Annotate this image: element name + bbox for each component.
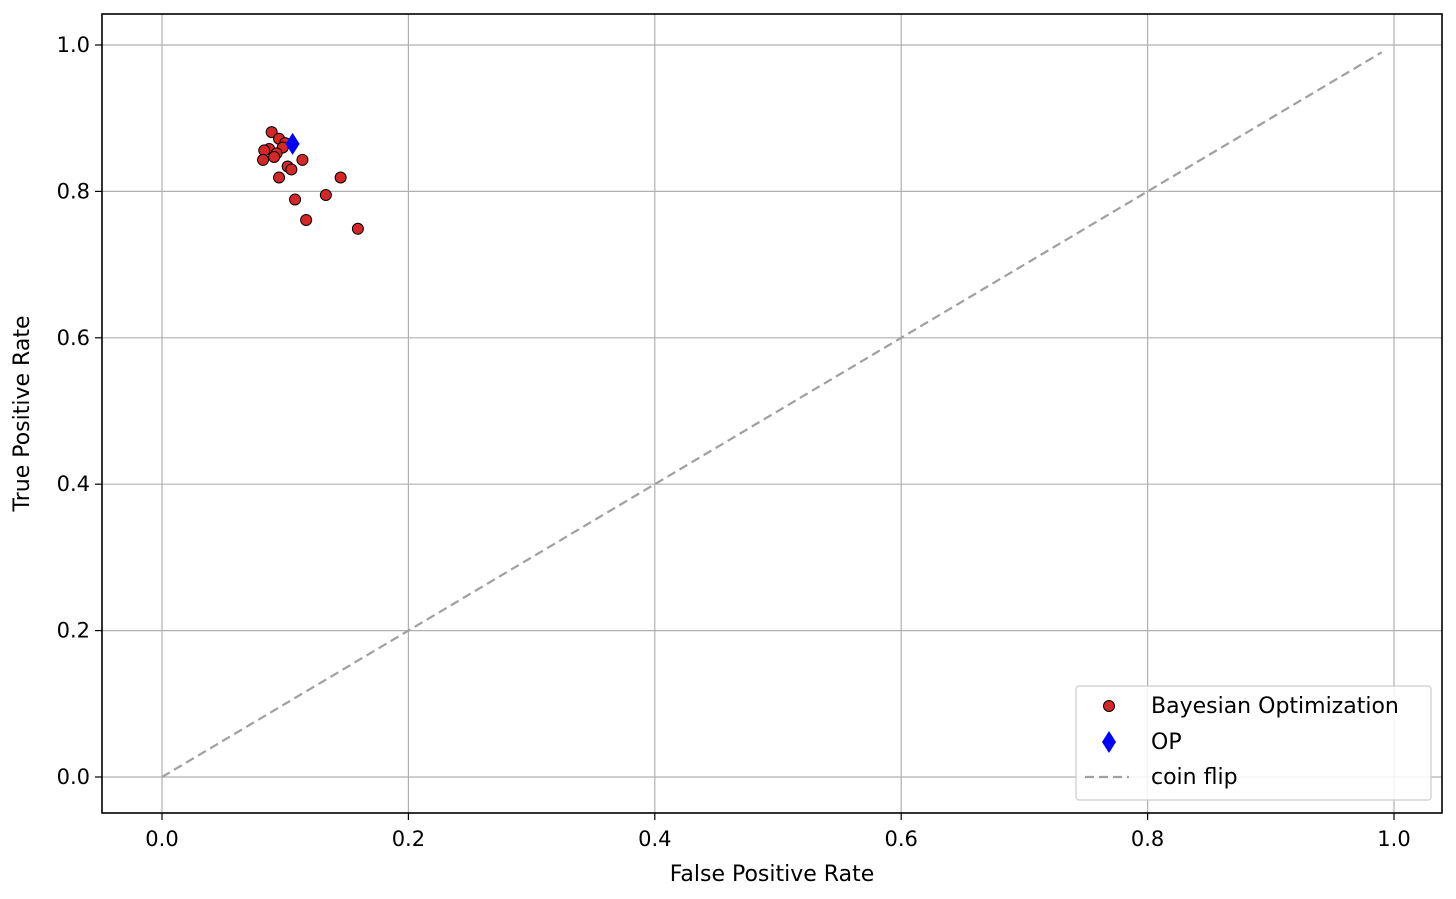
y-tick-label: 0.6 xyxy=(57,326,90,350)
plot-frame xyxy=(101,13,1443,814)
x-axis-label: False Positive Rate xyxy=(670,862,874,887)
bayesian-optimization-point xyxy=(257,153,270,166)
legend: Bayesian Optimization OP coin flip xyxy=(1075,685,1432,801)
y-axis-label: True Positive Rate xyxy=(10,316,35,513)
bayesian-optimization-point xyxy=(300,213,313,226)
y-tick-label: 0.0 xyxy=(57,765,90,789)
legend-marker-op xyxy=(1102,731,1116,753)
legend-label-op: OP xyxy=(1151,730,1182,755)
bayesian-optimization-point xyxy=(296,153,309,166)
legend-box xyxy=(1075,685,1432,801)
bayesian-optimization-point xyxy=(334,171,347,184)
legend-label-bayesian-optimization: Bayesian Optimization xyxy=(1151,694,1399,719)
x-tick-label: 0.4 xyxy=(638,827,671,851)
bayesian-optimization-point xyxy=(285,163,298,176)
x-tick-label: 0.6 xyxy=(884,827,917,851)
y-tick-label: 0.4 xyxy=(57,472,90,496)
x-tick-label: 0.2 xyxy=(392,827,425,851)
bayesian-optimization-point xyxy=(268,150,281,163)
legend-marker-bayesian-optimization xyxy=(1103,700,1115,712)
bayesian-optimization-point xyxy=(351,222,364,235)
y-tick-label: 0.2 xyxy=(57,619,90,643)
x-tick-label: 1.0 xyxy=(1377,827,1410,851)
y-tick-label: 1.0 xyxy=(57,33,90,57)
y-tick-label: 0.8 xyxy=(57,179,90,203)
coin-flip-line xyxy=(161,51,1383,778)
bayesian-optimization-point xyxy=(273,171,286,184)
x-tick-label: 0.8 xyxy=(1131,827,1164,851)
bayesian-optimization-point xyxy=(265,126,278,139)
bayesian-optimization-point xyxy=(319,189,332,202)
legend-label-coin-flip: coin flip xyxy=(1151,765,1238,790)
x-tick-label: 0.0 xyxy=(145,827,178,851)
ticks: 0.0 0.2 0.4 0.6 0.8 1.0 0.0 0.2 0.4 0.6 0.8 1.0 xyxy=(57,33,1411,851)
data-points xyxy=(257,126,364,235)
op-point xyxy=(285,132,300,155)
bayesian-optimization-point xyxy=(289,193,302,206)
